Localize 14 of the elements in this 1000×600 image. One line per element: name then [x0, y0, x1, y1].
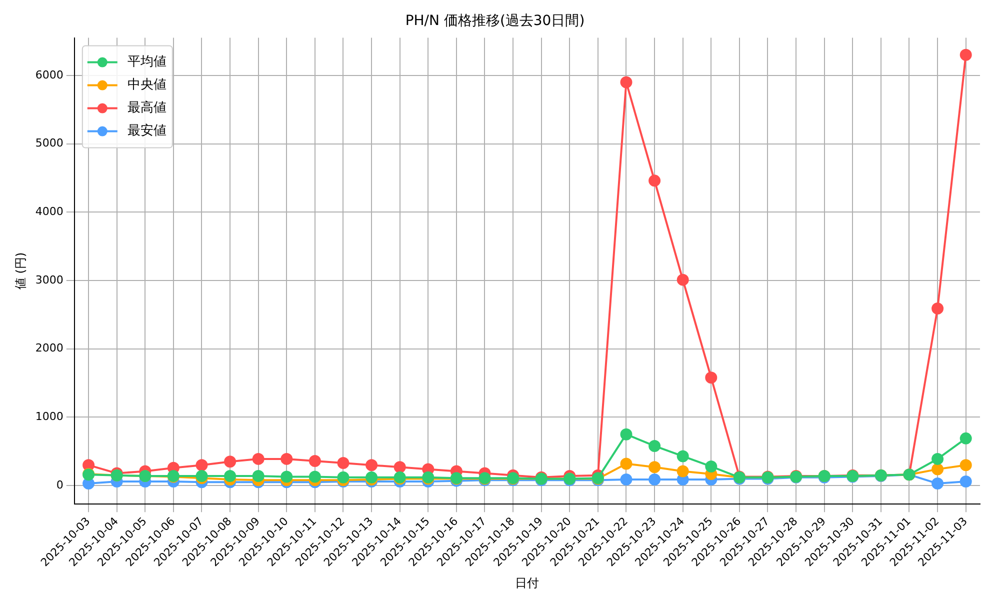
- y-axis-title: 値 (円): [13, 252, 28, 290]
- x-axis-title: 日付: [515, 576, 540, 590]
- legend-label: 平均値: [127, 54, 166, 70]
- chart-title: PH/N 価格推移(過去30日間): [405, 13, 585, 30]
- legend-label: 中央値: [127, 78, 166, 93]
- legend-label: 最安値: [127, 122, 166, 139]
- legend-label: 最高値: [127, 100, 166, 116]
- y-tick-label: 6000: [35, 68, 64, 82]
- y-tick-label: 0: [56, 478, 64, 492]
- y-tick-label: 3000: [35, 273, 64, 286]
- y-tick-label: 2000: [35, 342, 64, 355]
- y-tick-label: 1000: [35, 410, 64, 424]
- y-tick-label: 5000: [35, 136, 64, 150]
- y-tick-label: 4000: [35, 204, 64, 218]
